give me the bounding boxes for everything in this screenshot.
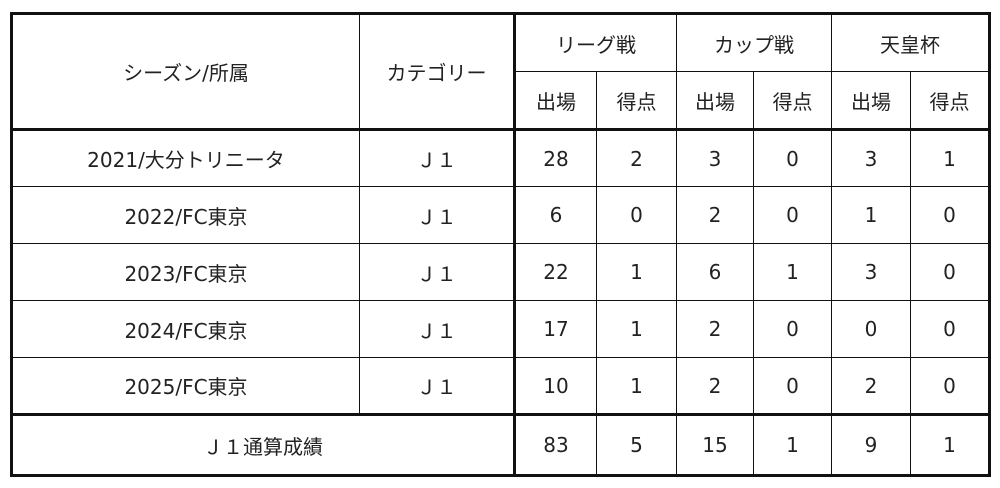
- stat-cell: 22: [513, 243, 597, 301]
- stat-cell: 2: [831, 357, 911, 415]
- total-row: Ｊ１通算成績 83 5 15 1 9 1: [11, 413, 990, 476]
- subheader-row: 出場 得点 出場 得点 出場 得点: [12, 71, 990, 131]
- subheader-apps: 出場: [676, 71, 754, 131]
- season-cell: 2024/FC東京: [11, 300, 360, 358]
- table-row: 2021/大分トリニータ Ｊ１ 28 2 3 0 3 1: [11, 129, 990, 187]
- stat-cell: 1: [910, 129, 990, 187]
- total-cell: 15: [676, 413, 754, 476]
- stat-cell: 3: [676, 129, 754, 187]
- stat-cell: 28: [513, 129, 597, 187]
- subheader-goals: 得点: [753, 71, 832, 131]
- season-cell: 2025/FC東京: [11, 357, 360, 415]
- header-season: シーズン/所属: [11, 13, 360, 131]
- table-row: 2025/FC東京 Ｊ１ 10 1 2 0 2 0: [11, 357, 990, 415]
- category-cell: Ｊ１: [359, 243, 515, 301]
- season-cell: 2023/FC東京: [11, 243, 360, 301]
- stat-cell: 0: [910, 357, 990, 415]
- stat-cell: 1: [596, 300, 677, 358]
- stat-cell: 1: [596, 357, 677, 415]
- stat-cell: 10: [513, 357, 597, 415]
- stat-cell: 0: [753, 357, 832, 415]
- stat-cell: 3: [831, 129, 911, 187]
- total-cell: 1: [753, 413, 832, 476]
- category-cell: Ｊ１: [359, 357, 515, 415]
- category-cell: Ｊ１: [359, 186, 515, 244]
- header-league: リーグ戦: [513, 13, 677, 72]
- stat-cell: 1: [831, 186, 911, 244]
- stat-cell: 1: [596, 243, 677, 301]
- header-row: シーズン/所属 カテゴリー リーグ戦 カップ戦 天皇杯: [11, 13, 990, 131]
- stats-table: シーズン/所属 カテゴリー リーグ戦 カップ戦 天皇杯 出場 得点 出場 得点 …: [10, 12, 991, 477]
- stat-cell: 0: [831, 300, 911, 358]
- stat-cell: 3: [831, 243, 911, 301]
- total-cell: 9: [831, 413, 911, 476]
- stat-cell: 0: [910, 300, 990, 358]
- total-cell: 1: [910, 413, 990, 476]
- category-cell: Ｊ１: [359, 300, 515, 358]
- stat-cell: 2: [596, 129, 677, 187]
- stat-cell: 6: [513, 186, 597, 244]
- stat-cell: 2: [676, 186, 754, 244]
- subheader-apps: 出場: [513, 71, 597, 131]
- stat-cell: 17: [513, 300, 597, 358]
- header-cup: カップ戦: [676, 13, 832, 72]
- stat-cell: 1: [753, 243, 832, 301]
- stat-cell: 0: [596, 186, 677, 244]
- stat-cell: 2: [676, 357, 754, 415]
- subheader-goals: 得点: [596, 71, 677, 131]
- stat-cell: 6: [676, 243, 754, 301]
- subheader-apps: 出場: [831, 71, 911, 131]
- season-cell: 2021/大分トリニータ: [11, 129, 360, 187]
- table-row: 2024/FC東京 Ｊ１ 17 1 2 0 0 0: [11, 300, 990, 358]
- subheader-goals: 得点: [910, 71, 990, 131]
- stat-cell: 0: [910, 186, 990, 244]
- total-cell: 83: [513, 413, 597, 476]
- stat-cell: 0: [910, 243, 990, 301]
- stat-cell: 0: [753, 186, 832, 244]
- table-row: 2023/FC東京 Ｊ１ 22 1 6 1 3 0: [11, 243, 990, 301]
- header-category: カテゴリー: [359, 13, 515, 131]
- header-emperors-cup: 天皇杯: [831, 13, 990, 72]
- stat-cell: 0: [753, 129, 832, 187]
- total-cell: 5: [596, 413, 677, 476]
- stat-cell: 2: [676, 300, 754, 358]
- table-row: 2022/FC東京 Ｊ１ 6 0 2 0 1 0: [11, 186, 990, 244]
- stat-cell: 0: [753, 300, 832, 358]
- category-cell: Ｊ１: [359, 129, 515, 187]
- season-cell: 2022/FC東京: [11, 186, 360, 244]
- total-label: Ｊ１通算成績: [11, 413, 515, 476]
